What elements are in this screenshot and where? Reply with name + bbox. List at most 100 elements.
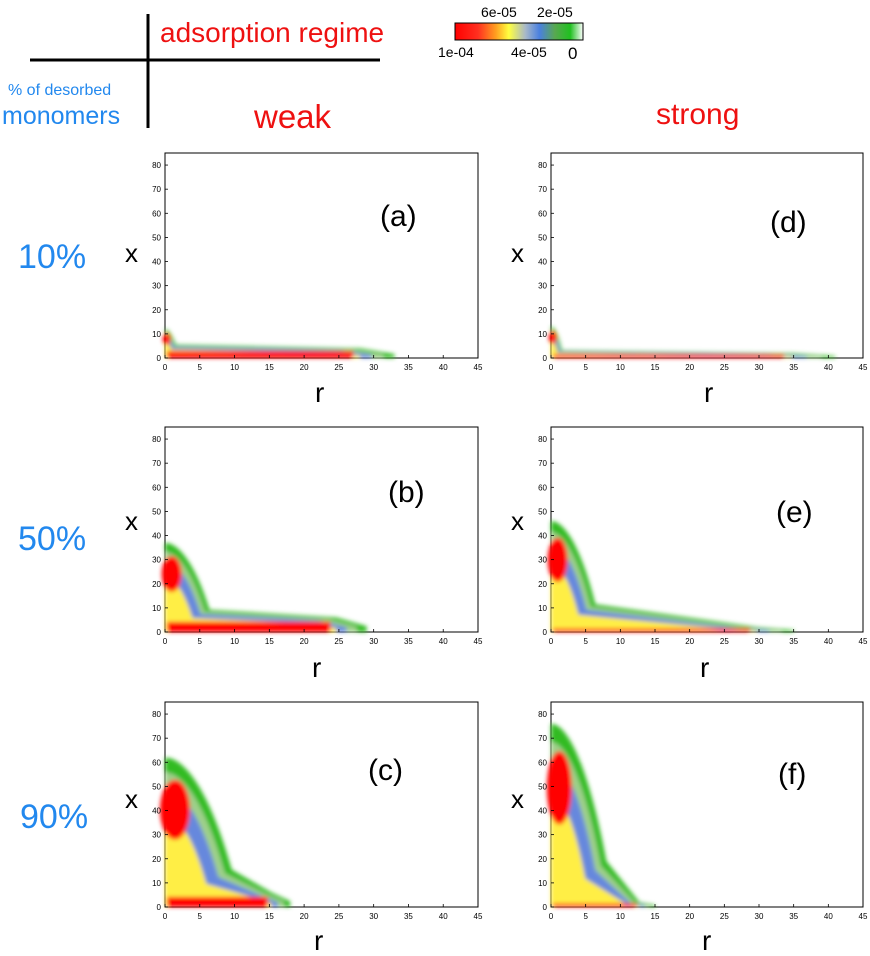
- y-tick-label: 50: [538, 233, 547, 242]
- plot-frame: [550, 426, 864, 633]
- x-tick-label: 10: [616, 363, 625, 372]
- density-map: [546, 723, 655, 907]
- x-axis-label: r: [700, 652, 709, 683]
- plot-frame: [550, 152, 864, 359]
- x-tick-label: 40: [824, 363, 833, 372]
- x-tick-label: 0: [163, 637, 168, 646]
- x-tick-label: 5: [198, 912, 203, 921]
- x-tick-label: 40: [824, 912, 833, 921]
- y-tick-label: 60: [152, 758, 161, 767]
- plot-frame: [164, 426, 479, 633]
- colorbar-label-0: 0: [568, 44, 577, 63]
- density-core: [159, 779, 191, 840]
- y-tick-label: 20: [538, 306, 547, 315]
- y-tick-label: 50: [152, 507, 161, 516]
- y-tick-label: 10: [152, 604, 161, 613]
- x-axis-label: r: [702, 925, 711, 956]
- x-axis-label: r: [312, 652, 321, 683]
- x-tick-label: 45: [474, 637, 483, 646]
- y-axis-label: x: [511, 238, 524, 268]
- density-core: [161, 556, 182, 592]
- y-tick-label: 0: [543, 903, 548, 912]
- panel-d: 0 5 10 15 20 25 30 35 40 45 0 10 20 30 40 50 60 70 80 x r (d): [511, 152, 868, 408]
- col-weak-label: weak: [253, 98, 332, 135]
- colorbar-label-6e05: 6e-05: [481, 4, 517, 20]
- y-tick-label: 0: [543, 628, 548, 637]
- density-wall-layer: [167, 351, 354, 358]
- y-tick-label: 40: [152, 532, 161, 541]
- panel-c: 0 5 10 15 20 25 30 35 40 45 0 10 20 30 40 50 60 70 80 x r (c): [125, 701, 483, 956]
- x-tick-label: 35: [404, 912, 413, 921]
- x-tick-label: 40: [439, 363, 448, 372]
- x-tick-label: 45: [859, 912, 868, 921]
- x-tick-label: 10: [616, 912, 625, 921]
- panel-label: (f): [778, 758, 806, 791]
- regime-label: adsorption regime: [160, 17, 384, 48]
- x-axis-label: r: [315, 377, 324, 408]
- colorbar: [454, 22, 584, 41]
- x-tick-label: 30: [755, 363, 764, 372]
- x-tick-label: 15: [265, 363, 274, 372]
- col-strong-label: strong: [656, 98, 739, 131]
- x-tick-label: 10: [230, 363, 239, 372]
- x-tick-label: 35: [404, 637, 413, 646]
- y-axis-label: x: [125, 784, 138, 814]
- x-tick-label: 40: [824, 637, 833, 646]
- y-tick-label: 70: [538, 459, 547, 468]
- y-tick-label: 20: [152, 306, 161, 315]
- x-tick-label: 10: [230, 912, 239, 921]
- y-tick-label: 80: [152, 161, 161, 170]
- x-tick-label: 35: [789, 363, 798, 372]
- y-tick-label: 50: [538, 507, 547, 516]
- density-map: [162, 329, 395, 358]
- y-tick-label: 30: [538, 282, 547, 291]
- y-tick-label: 10: [538, 330, 547, 339]
- y-axis-label: x: [125, 506, 138, 536]
- x-tick-label: 0: [549, 637, 554, 646]
- y-tick-label: 70: [538, 185, 547, 194]
- density-map: [547, 521, 794, 632]
- x-tick-label: 25: [720, 912, 729, 921]
- x-tick-label: 5: [198, 363, 203, 372]
- y-tick-label: 70: [152, 459, 161, 468]
- x-tick-label: 20: [685, 637, 694, 646]
- y-tick-label: 80: [538, 161, 547, 170]
- panel-a: 0 5 10 15 20 25 30 35 40 45 0 10 20 30 40 50 60 70 80 x r (a): [125, 152, 483, 408]
- colorbar-label-4e05: 4e-05: [511, 44, 547, 60]
- y-tick-label: 60: [152, 483, 161, 492]
- density-wall-layer: [167, 896, 268, 907]
- y-tick-label: 60: [538, 209, 547, 218]
- density-wall-layer: [553, 628, 750, 632]
- x-tick-label: 20: [300, 363, 309, 372]
- x-tick-label: 0: [163, 363, 168, 372]
- x-tick-label: 45: [474, 912, 483, 921]
- row-label-90: 90%: [20, 798, 88, 836]
- x-tick-label: 25: [334, 363, 343, 372]
- x-tick-label: 20: [685, 363, 694, 372]
- x-tick-label: 30: [369, 363, 378, 372]
- x-tick-label: 45: [859, 637, 868, 646]
- panel-f: 0 5 10 15 20 25 30 35 40 45 0 10 20 30 40 50 60 70 80 x r (f): [511, 701, 868, 956]
- y-tick-label: 30: [152, 831, 161, 840]
- colorbar-label-2e05: 2e-05: [537, 4, 573, 20]
- x-axis-label: r: [314, 925, 323, 956]
- x-tick-label: 5: [583, 363, 588, 372]
- x-tick-label: 0: [163, 912, 168, 921]
- y-tick-label: 20: [538, 580, 547, 589]
- panel-label: (b): [388, 476, 425, 509]
- x-tick-label: 25: [720, 363, 729, 372]
- y-tick-label: 80: [152, 710, 161, 719]
- density-wall-layer: [553, 354, 785, 358]
- x-tick-label: 30: [369, 637, 378, 646]
- x-tick-label: 5: [583, 637, 588, 646]
- y-axis-label: x: [125, 238, 138, 268]
- y-tick-label: 20: [152, 855, 161, 864]
- x-tick-label: 15: [651, 637, 660, 646]
- x-tick-label: 35: [789, 637, 798, 646]
- y-tick-label: 80: [538, 710, 547, 719]
- density-core: [548, 331, 557, 344]
- row-label-10: 10%: [18, 238, 86, 276]
- y-tick-label: 10: [152, 879, 161, 888]
- panel-b: 0 5 10 15 20 25 30 35 40 45 0 10 20 30 40 50 60 70 80 x r (b): [125, 426, 483, 683]
